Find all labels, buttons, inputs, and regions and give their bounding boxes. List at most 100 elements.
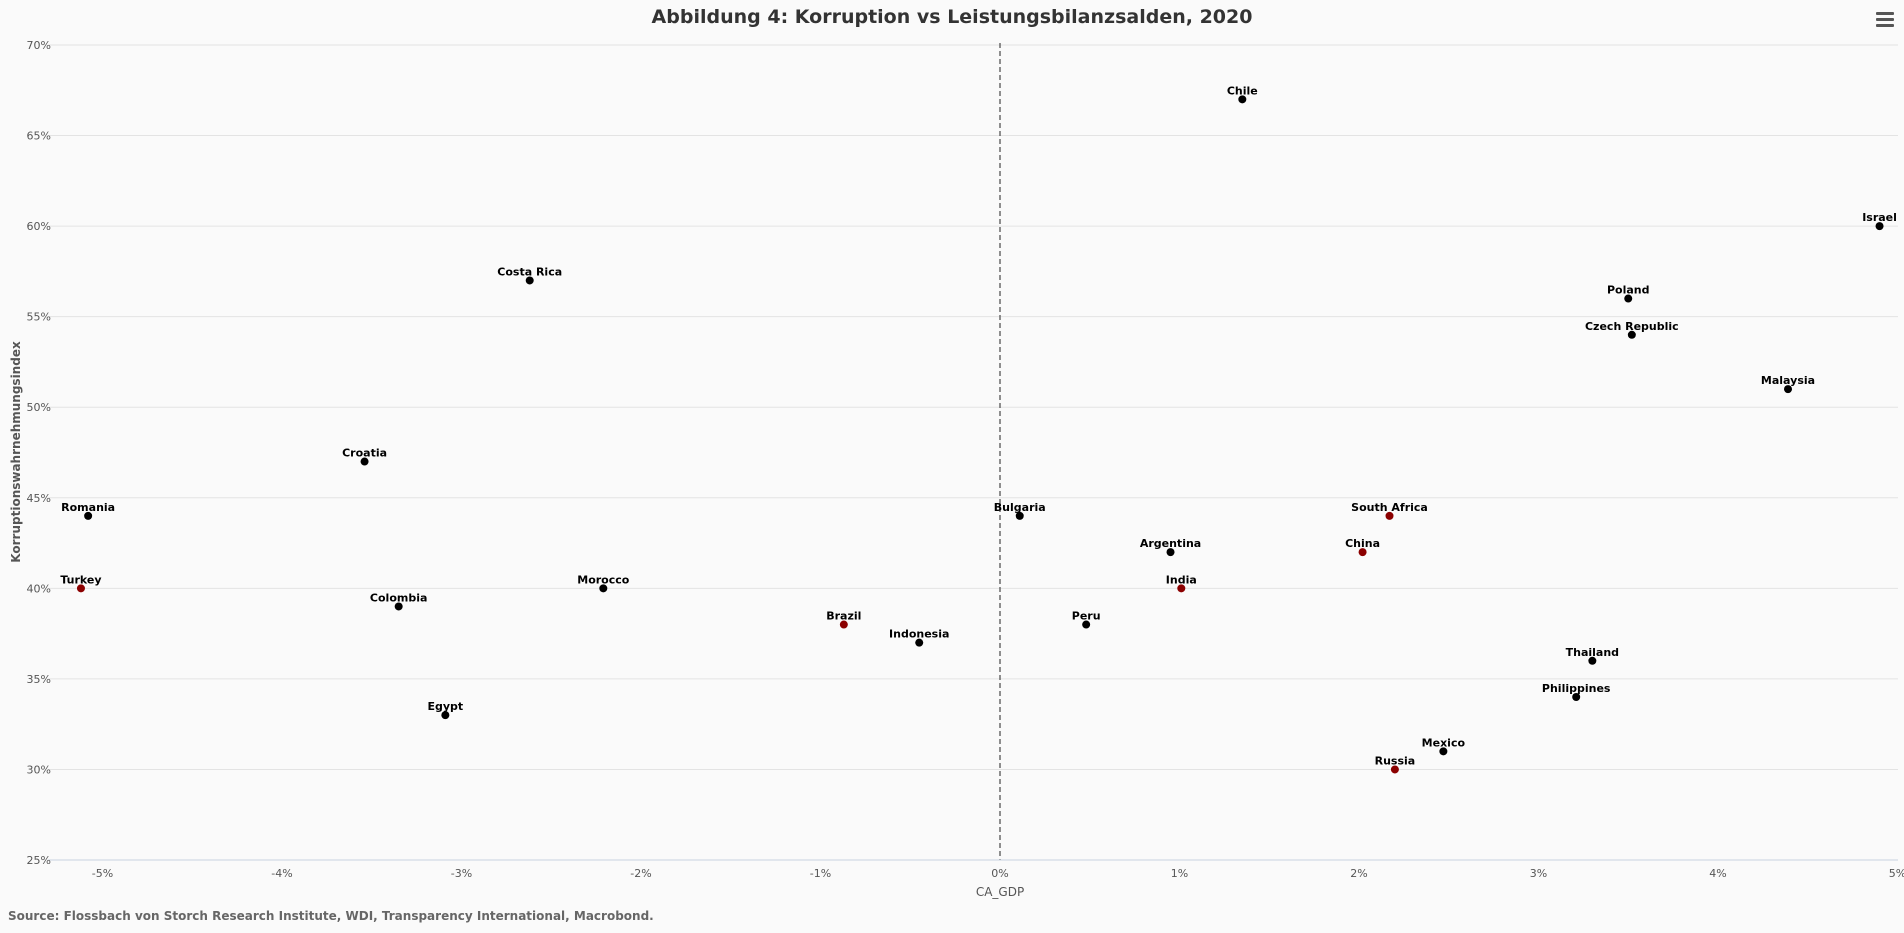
data-point: Romania — [61, 501, 115, 520]
data-point: Poland — [1607, 284, 1650, 303]
point-label: Costa Rica — [497, 265, 562, 278]
hamburger-icon — [1876, 12, 1894, 15]
point-marker — [1624, 294, 1633, 303]
data-point: Czech Republic — [1585, 320, 1679, 339]
chart-title: Abbildung 4: Korruption vs Leistungsbila… — [651, 6, 1253, 28]
point-label: Brazil — [826, 610, 861, 623]
data-point: Israel — [1862, 211, 1897, 231]
x-axis-ticks: -5% -4% -3% -2% -1% 0% 1% 2% 3% 4% 5% — [92, 867, 1904, 880]
data-point: Brazil — [826, 610, 861, 629]
x-tick-label: 5% — [1889, 867, 1904, 880]
data-point: Colombia — [370, 591, 428, 611]
x-tick-label: -4% — [271, 867, 292, 880]
data-point: Thailand — [1566, 646, 1619, 665]
x-axis-label: CA_GDP — [976, 885, 1024, 899]
point-marker — [1627, 330, 1636, 339]
data-point: Argentina — [1140, 537, 1201, 557]
data-point: Egypt — [427, 700, 463, 720]
data-point: Russia — [1375, 754, 1416, 774]
hamburger-icon-bar — [1876, 18, 1894, 21]
point-marker — [441, 711, 450, 720]
data-points: Chile Israel Costa Rica Poland Czech Republi… — [60, 84, 1897, 774]
point-label: Bulgaria — [994, 501, 1046, 514]
y-tick-label: 70% — [27, 39, 51, 52]
x-tick-label: 4% — [1709, 867, 1726, 880]
point-marker — [76, 584, 85, 593]
y-tick-label: 45% — [27, 492, 51, 505]
point-marker — [1784, 385, 1793, 394]
point-marker — [1166, 548, 1175, 557]
x-tick-label: -3% — [451, 867, 472, 880]
point-label: Romania — [61, 501, 115, 514]
x-tick-label: 0% — [991, 867, 1008, 880]
point-marker — [1238, 95, 1247, 104]
point-marker — [1875, 222, 1884, 231]
point-label: Russia — [1375, 754, 1416, 767]
data-point: Chile — [1227, 84, 1258, 104]
data-point: Mexico — [1422, 736, 1466, 756]
point-label: South Africa — [1351, 501, 1428, 514]
point-label: Colombia — [370, 591, 428, 604]
point-label: Turkey — [60, 573, 101, 586]
data-point: Philippines — [1542, 682, 1611, 701]
point-label: Morocco — [577, 573, 630, 586]
data-point: Peru — [1072, 610, 1101, 629]
point-marker — [1358, 548, 1367, 557]
source-note: Source: Flossbach von Storch Research In… — [8, 909, 654, 923]
point-marker — [525, 276, 534, 285]
point-marker — [360, 457, 369, 466]
point-marker — [1015, 511, 1024, 520]
grid-lines — [48, 44, 1898, 770]
point-label: Czech Republic — [1585, 320, 1679, 333]
point-label: China — [1345, 537, 1380, 550]
point-marker — [1390, 765, 1399, 774]
point-marker — [1177, 584, 1186, 593]
point-label: Thailand — [1566, 646, 1619, 659]
point-marker — [915, 638, 924, 647]
data-point: India — [1166, 573, 1197, 593]
y-tick-label: 60% — [27, 220, 51, 233]
point-label: Mexico — [1422, 736, 1466, 749]
point-label: Philippines — [1542, 682, 1611, 695]
y-axis-label: Korruptionswahrnehmungsindex — [9, 341, 23, 563]
data-point: China — [1345, 537, 1380, 557]
x-tick-label: -1% — [810, 867, 831, 880]
point-marker — [839, 620, 848, 629]
y-axis-ticks: 25% 30% 35% 40% 45% 50% 55% 60% 65% 70% — [27, 39, 51, 867]
point-marker — [1385, 511, 1394, 520]
y-tick-label: 65% — [27, 130, 51, 143]
point-marker — [394, 602, 403, 611]
point-label: India — [1166, 573, 1197, 586]
point-label: Chile — [1227, 84, 1258, 97]
data-point: Bulgaria — [994, 501, 1046, 520]
data-point: Indonesia — [889, 628, 949, 647]
data-point: Morocco — [577, 573, 630, 593]
y-tick-label: 25% — [27, 854, 51, 867]
data-point: Costa Rica — [497, 265, 562, 285]
point-label: Indonesia — [889, 628, 949, 641]
data-point: Malaysia — [1761, 374, 1815, 394]
point-label: Israel — [1862, 211, 1897, 224]
y-tick-label: 40% — [27, 582, 51, 595]
point-label: Egypt — [427, 700, 463, 713]
x-tick-label: 1% — [1171, 867, 1188, 880]
y-tick-label: 55% — [27, 311, 51, 324]
point-marker — [1439, 747, 1448, 756]
x-tick-label: 2% — [1350, 867, 1367, 880]
x-tick-label: -2% — [630, 867, 651, 880]
data-point: South Africa — [1351, 501, 1428, 520]
point-marker — [1082, 620, 1091, 629]
point-marker — [1572, 693, 1581, 701]
chart-menu-button[interactable] — [1876, 12, 1894, 28]
point-label: Malaysia — [1761, 374, 1815, 387]
point-label: Argentina — [1140, 537, 1201, 550]
y-tick-label: 50% — [27, 401, 51, 414]
y-tick-label: 30% — [27, 763, 51, 776]
point-marker — [599, 584, 608, 593]
y-tick-label: 35% — [27, 673, 51, 686]
point-label: Poland — [1607, 284, 1650, 297]
data-point: Croatia — [342, 447, 387, 466]
x-tick-label: 3% — [1530, 867, 1547, 880]
hamburger-icon-bar — [1876, 24, 1894, 27]
